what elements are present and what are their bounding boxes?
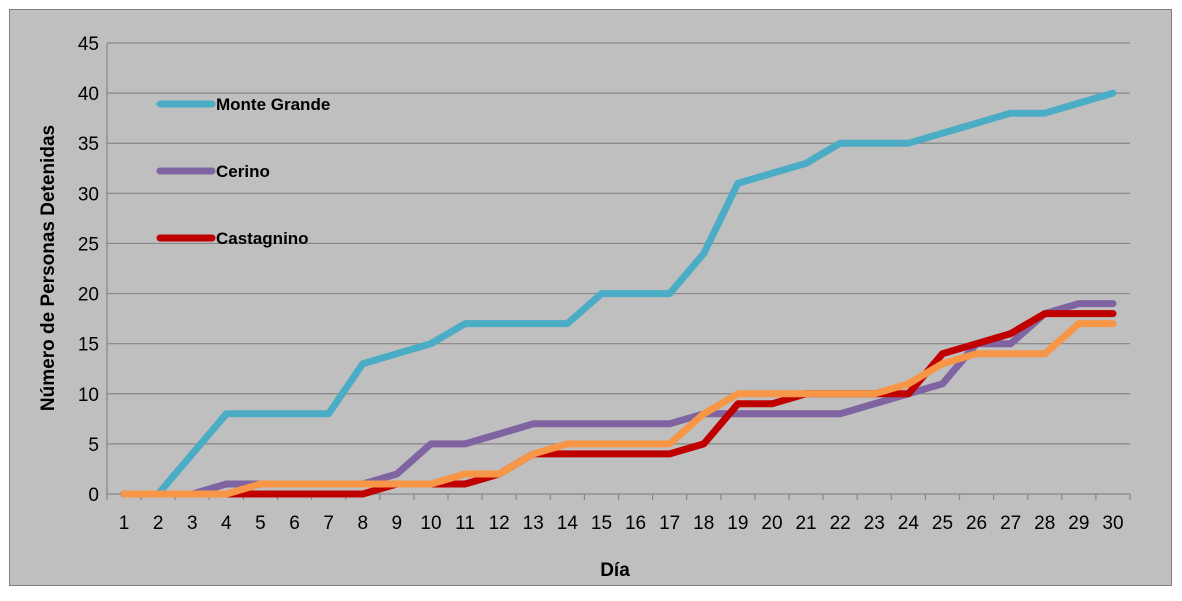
x-tick-label: 9 (392, 513, 403, 534)
x-tick-label: 2 (153, 513, 164, 534)
x-tick-label: 17 (659, 513, 680, 534)
x-tick-label: 24 (898, 513, 920, 534)
x-tick-label: 27 (1000, 513, 1021, 534)
y-tick-label: 15 (78, 335, 99, 356)
y-tick-label: 5 (88, 435, 99, 456)
x-tick-label: 18 (693, 513, 714, 534)
series-lines (120, 89, 1117, 498)
x-tick-label: 3 (187, 513, 198, 534)
series-line-series-4 (120, 320, 1117, 498)
x-tick-label: 6 (289, 513, 300, 534)
x-tick-label: 29 (1068, 513, 1089, 534)
x-tick-label: 21 (795, 513, 816, 534)
x-tick-label: 13 (523, 513, 544, 534)
x-tick-label: 14 (557, 513, 579, 534)
x-tick-label: 30 (1102, 513, 1123, 534)
series-line-castagnino (120, 310, 1117, 498)
legend-label-castagnino: Castagnino (216, 229, 309, 248)
x-tick-label: 25 (932, 513, 953, 534)
x-tick-label: 12 (489, 513, 510, 534)
y-tick-label: 0 (88, 485, 99, 506)
x-tick-label: 11 (455, 513, 475, 534)
legend-label-cerino: Cerino (216, 162, 270, 181)
x-tick-label: 10 (420, 513, 441, 534)
legend: Monte Grande Cerino Castagnino (156, 95, 330, 248)
plot-area (107, 43, 1130, 494)
x-tick-label: 28 (1034, 513, 1055, 534)
x-tick-label: 5 (255, 513, 266, 534)
series-line-monte-grande (120, 89, 1117, 498)
x-tick-label: 8 (357, 513, 368, 534)
x-tick-label: 4 (221, 513, 232, 534)
y-tick-label: 35 (78, 134, 99, 155)
x-tick-label: 20 (761, 513, 782, 534)
x-tick-label: 1 (119, 513, 130, 534)
y-tick-label: 30 (78, 184, 99, 205)
x-tick-label: 26 (966, 513, 987, 534)
x-tick-label: 19 (727, 513, 748, 534)
y-tick-label: 20 (78, 285, 99, 306)
x-tick-label: 16 (625, 513, 646, 534)
x-tick-label: 15 (591, 513, 612, 534)
y-tick-label: 40 (78, 84, 99, 105)
legend-label-monte-grande: Monte Grande (216, 95, 330, 114)
y-tick-label: 45 (78, 34, 99, 55)
y-tick-label: 10 (78, 385, 99, 406)
x-axis-title: Día (600, 560, 630, 581)
y-axis-title: Número de Personas Detenidas (38, 125, 59, 411)
x-tick-label: 7 (323, 513, 334, 534)
gridlines (107, 42, 1130, 494)
y-tick-label: 25 (78, 234, 99, 255)
x-tick-label: 22 (830, 513, 851, 534)
x-tick-label: 23 (864, 513, 885, 534)
